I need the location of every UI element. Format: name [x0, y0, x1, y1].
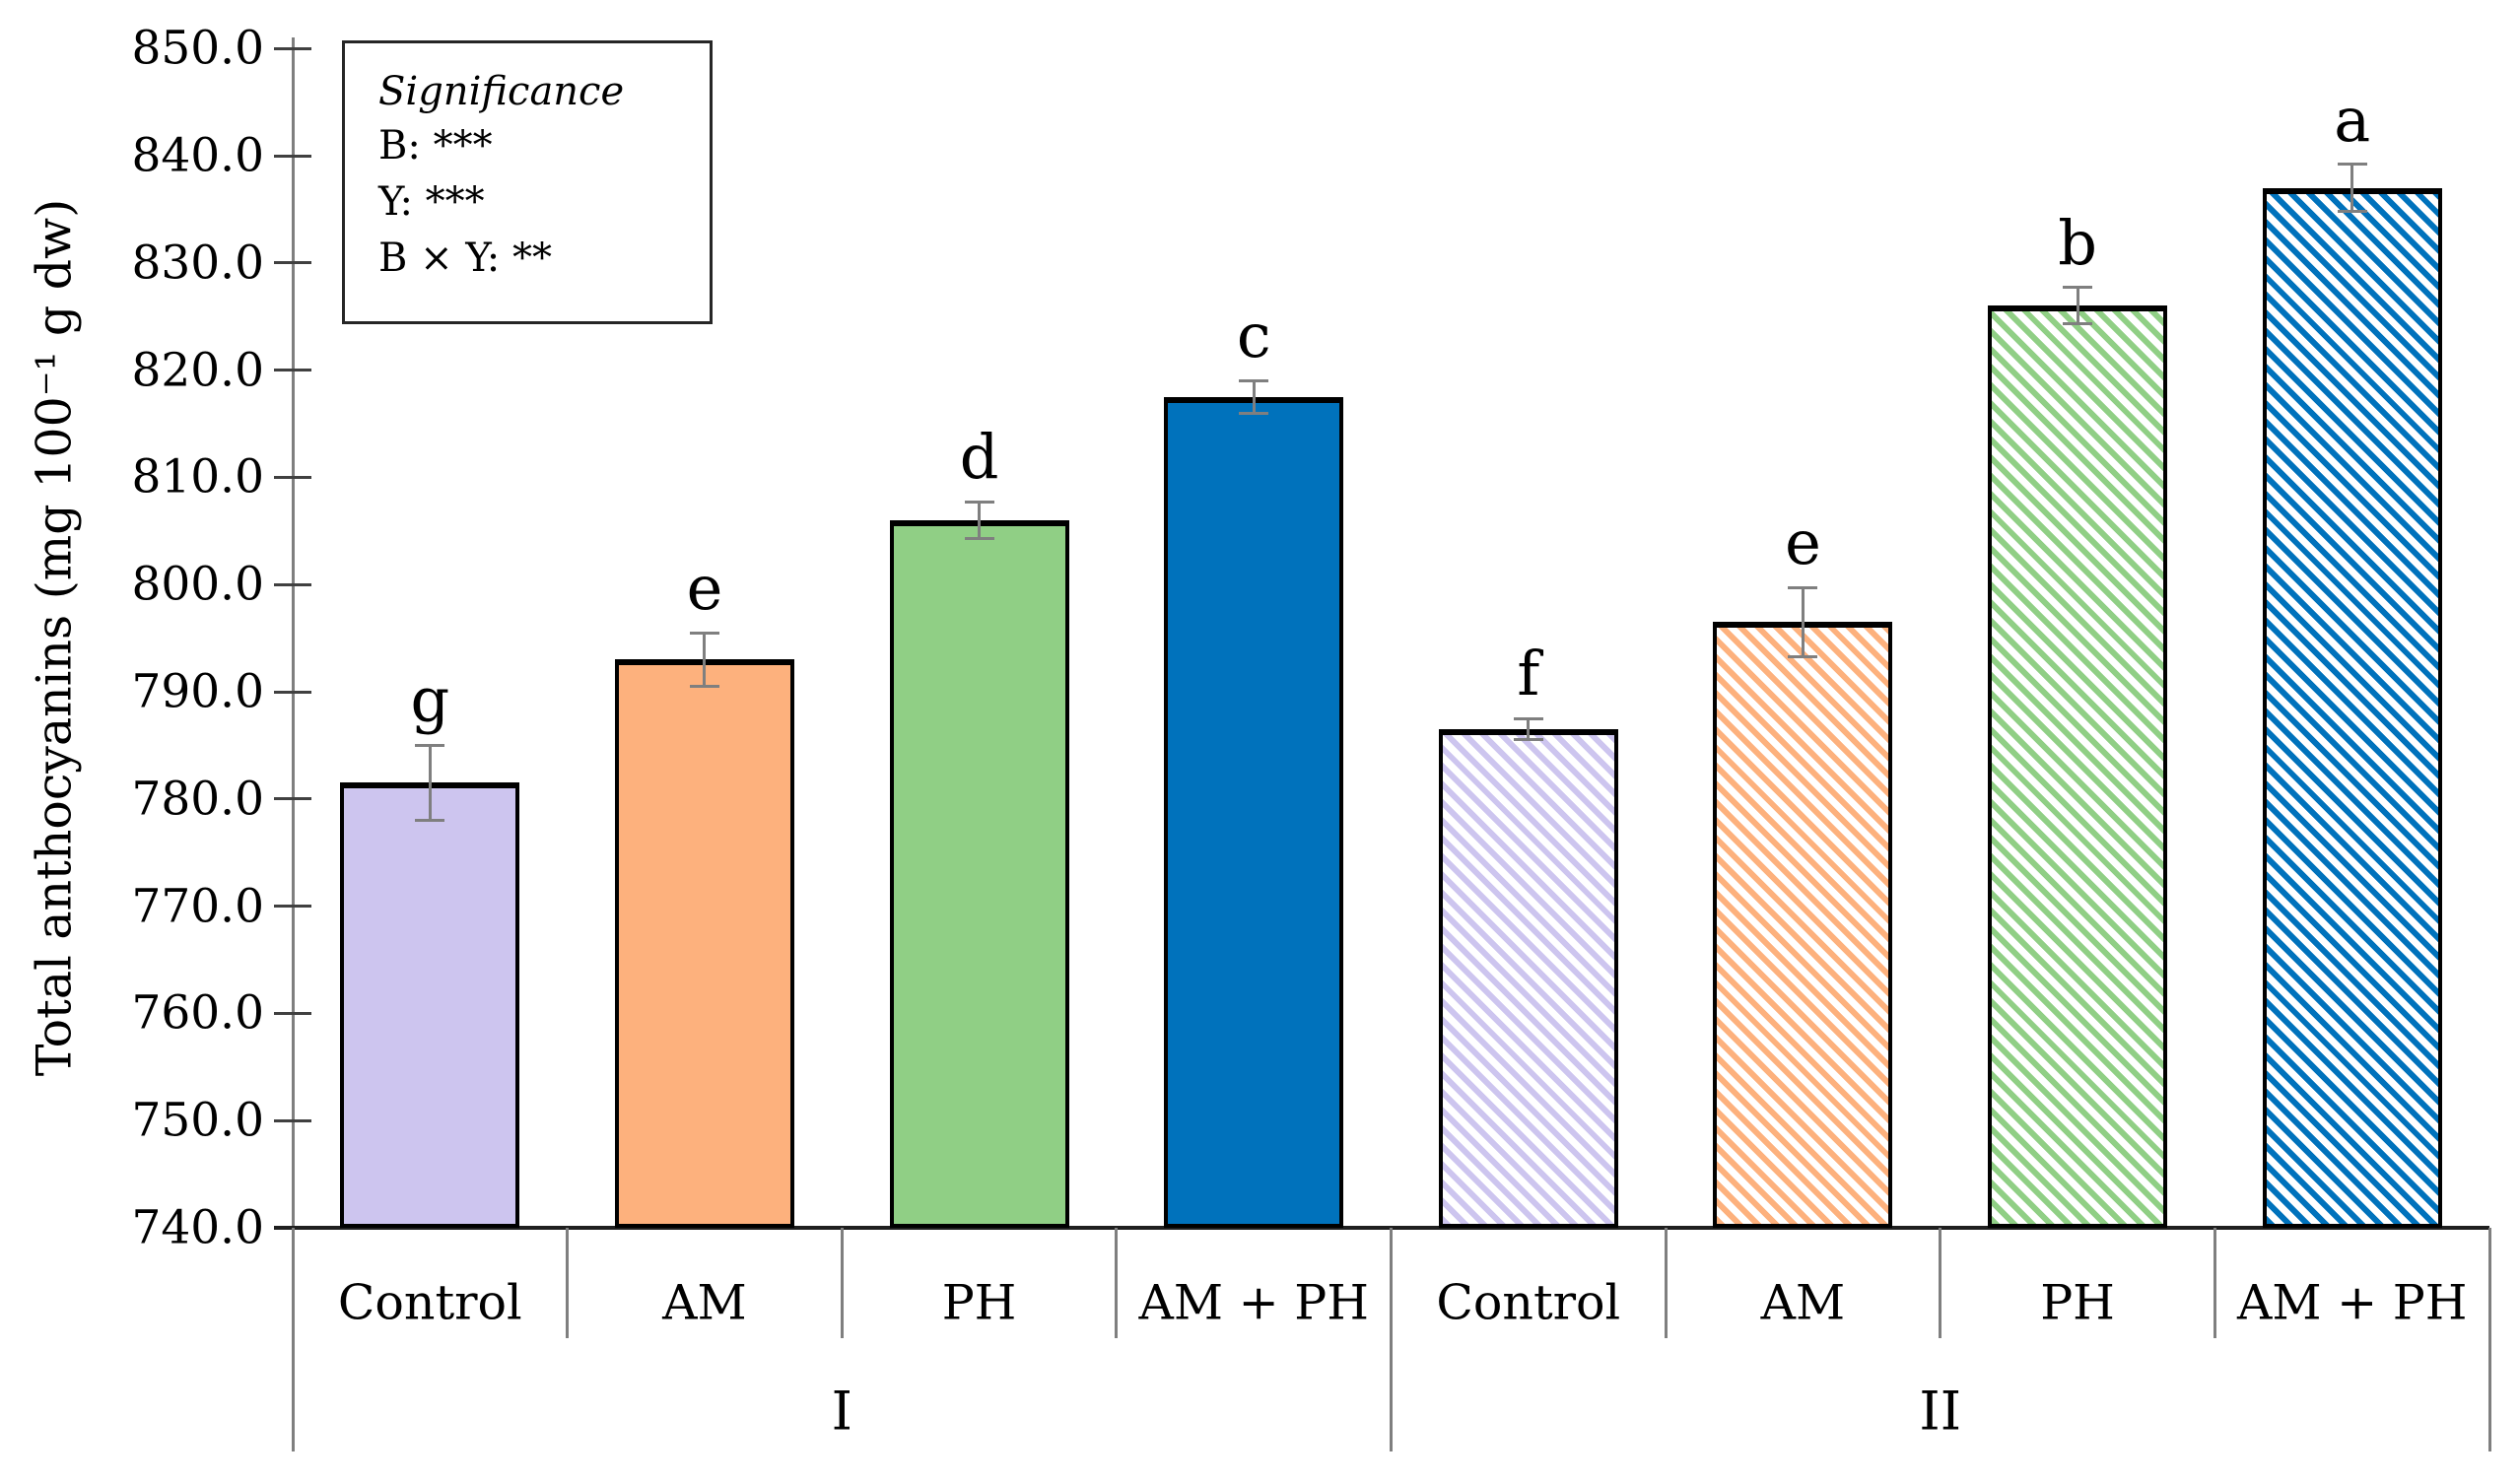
y-axis-tick	[274, 905, 311, 909]
category-label: AM	[1760, 1274, 1846, 1331]
error-bar	[428, 745, 432, 821]
significance-box: Significance B: *** Y: *** B × Y: **	[342, 40, 713, 324]
group-label: I	[831, 1380, 852, 1443]
category-separator-line	[1939, 1228, 1942, 1338]
significance-line: B × Y: **	[378, 236, 552, 281]
significance-letter: e	[1785, 506, 1821, 579]
error-bar-cap-top	[415, 743, 445, 747]
error-bar-cap-top	[1239, 378, 1269, 382]
error-bar-cap-top	[2063, 286, 2093, 290]
group-boundary-line	[1390, 1228, 1393, 1451]
y-axis-tick-label: 800.0	[131, 557, 264, 612]
category-label: AM	[662, 1274, 747, 1331]
group-boundary-line	[2487, 1228, 2491, 1451]
y-axis-tick	[274, 1011, 311, 1015]
significance-letter: f	[1517, 638, 1540, 710]
error-bar-cap-bottom	[2063, 322, 2093, 326]
category-separator-line	[1115, 1228, 1119, 1338]
bar-control-i	[340, 782, 520, 1228]
y-axis-tick-label: 830.0	[131, 236, 264, 291]
y-axis-tick	[274, 46, 311, 50]
group-label: II	[1919, 1380, 1962, 1443]
bar-am-ph-i	[1164, 396, 1344, 1228]
category-separator-line	[2213, 1228, 2216, 1338]
significance-letter: b	[2058, 206, 2097, 279]
error-bar	[1527, 718, 1531, 740]
significance-title: Significance	[378, 69, 625, 114]
category-separator-line	[1664, 1228, 1668, 1338]
bar-ph-i	[889, 519, 1069, 1228]
error-bar	[1801, 587, 1805, 657]
y-axis-tick-label: 850.0	[131, 21, 264, 76]
category-separator-line	[566, 1228, 570, 1338]
y-axis-tick-label: 840.0	[131, 128, 264, 183]
x-axis-line	[274, 1226, 2489, 1230]
y-axis-tick-label: 780.0	[131, 772, 264, 827]
y-axis-line	[291, 37, 295, 1228]
error-bar-cap-bottom	[689, 685, 719, 689]
error-bar-cap-bottom	[1513, 738, 1543, 742]
y-axis-tick	[274, 475, 311, 479]
bar-control-ii	[1438, 729, 1618, 1228]
error-bar-cap-top	[1788, 585, 1818, 589]
significance-letter: a	[2334, 83, 2371, 156]
category-label: AM + PH	[1138, 1274, 1369, 1331]
bar-am-i	[614, 659, 794, 1228]
y-axis-tick	[274, 582, 311, 586]
error-bar-cap-bottom	[1239, 411, 1269, 415]
bar-am-ii	[1713, 622, 1893, 1228]
significance-line: Y: ***	[378, 179, 485, 225]
significance-letter: g	[410, 664, 450, 737]
category-label: PH	[941, 1274, 1017, 1331]
y-axis-tick-label: 750.0	[131, 1093, 264, 1148]
y-axis-title-text: Total anthocyanins (mg 100⁻¹ g dw)	[26, 198, 83, 1077]
y-axis-tick	[274, 261, 311, 265]
y-axis-tick	[274, 369, 311, 372]
error-bar	[2076, 287, 2079, 324]
category-label: PH	[2040, 1274, 2115, 1331]
group-boundary-line	[291, 1228, 295, 1451]
significance-letter: d	[959, 421, 999, 494]
bar-am-ph-ii	[2262, 187, 2442, 1228]
category-label: Control	[337, 1274, 522, 1331]
significance-lines: B: *** Y: *** B × Y: **	[378, 118, 710, 287]
error-bar-cap-bottom	[1788, 654, 1818, 658]
y-axis-tick	[274, 154, 311, 158]
y-axis-tick-label: 790.0	[131, 664, 264, 719]
error-bar	[978, 502, 982, 539]
error-bar-cap-bottom	[415, 819, 445, 823]
y-axis-tick	[274, 690, 311, 694]
significance-letter: c	[1236, 300, 1271, 372]
error-bar-cap-top	[2337, 163, 2367, 167]
y-axis-tick-label: 740.0	[131, 1200, 264, 1255]
error-bar-cap-top	[964, 500, 994, 504]
error-bar-cap-bottom	[964, 536, 994, 540]
significance-line: B: ***	[378, 123, 493, 169]
y-axis-tick	[274, 1118, 311, 1122]
error-bar-cap-top	[1513, 716, 1543, 720]
error-bar	[1252, 380, 1256, 414]
error-bar	[703, 633, 707, 687]
bar-ph-ii	[1988, 305, 2168, 1228]
significance-letter: e	[686, 552, 723, 625]
y-axis-tick-label: 760.0	[131, 985, 264, 1041]
error-bar-cap-top	[689, 631, 719, 635]
category-label: Control	[1436, 1274, 1621, 1331]
category-label: AM + PH	[2236, 1274, 2468, 1331]
error-bar-cap-bottom	[2337, 210, 2367, 214]
y-axis-tick	[274, 797, 311, 801]
y-axis-tick-label: 770.0	[131, 879, 264, 934]
y-axis-tick-label: 810.0	[131, 449, 264, 505]
error-bar	[2350, 164, 2354, 212]
y-axis-tick-label: 820.0	[131, 343, 264, 398]
category-separator-line	[840, 1228, 844, 1338]
